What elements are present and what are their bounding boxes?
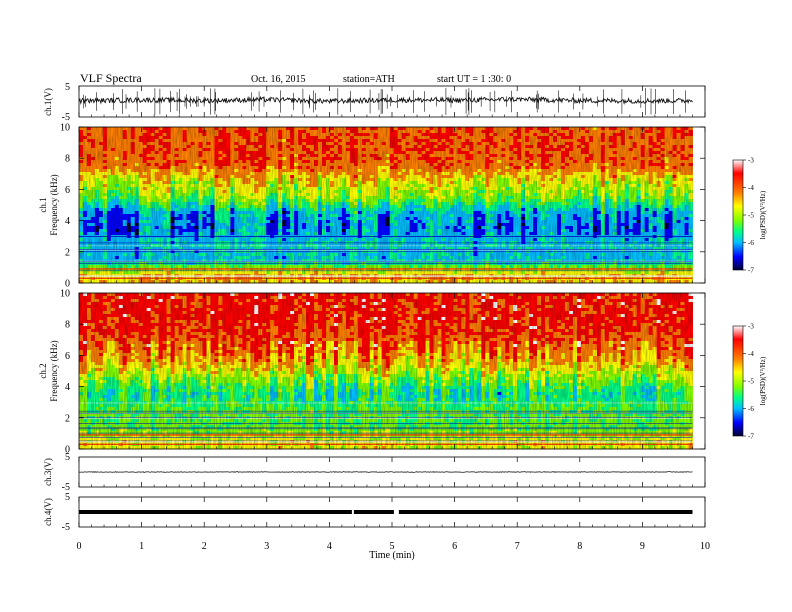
figure-title: VLF Spectra [80, 71, 142, 85]
panel-ch1-spectrogram [78, 126, 706, 284]
date-label: Oct. 16, 2015 [251, 74, 305, 85]
start-time-label: start UT = 1 :30: 0 [437, 74, 511, 85]
station-label: station=ATH [343, 74, 395, 85]
